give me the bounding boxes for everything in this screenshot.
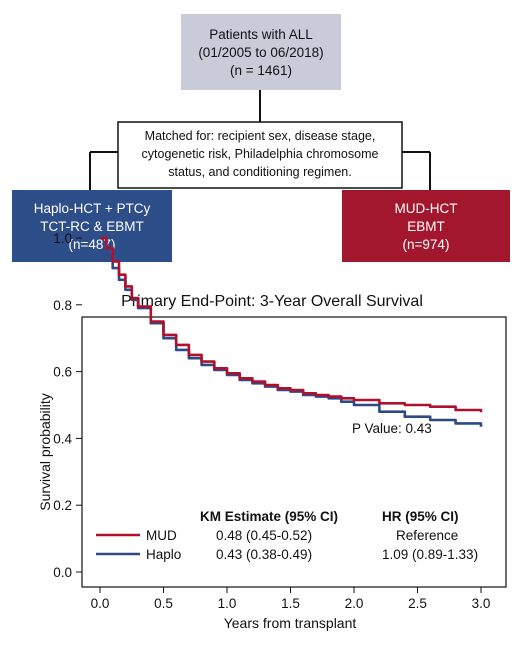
- table-header-hr: HR (95% CI): [382, 509, 459, 524]
- matching-line-2: cytogenetic risk, Philadelphia chromosom…: [142, 147, 379, 161]
- source-box: [181, 14, 341, 90]
- haplo-line-2: TCT-RC & EBMT: [40, 219, 144, 234]
- series-layer: [100, 236, 483, 427]
- table-header-km: KM Estimate (95% CI): [200, 509, 338, 524]
- table-cell-hr-haplo: 1.09 (0.89-1.33): [382, 547, 478, 562]
- table-row-label-haplo: Haplo: [146, 547, 181, 562]
- y-tick-label: 0.2: [53, 498, 72, 513]
- km-chart: Primary End-Point: 3-Year Overall Surviv…: [37, 231, 507, 631]
- table-row-label-mud: MUD: [146, 528, 177, 543]
- haplo-line-3: (n=487): [69, 237, 116, 252]
- y-axis-label: Survival probability: [37, 393, 53, 511]
- flow-diagram: Patients with ALL (01/2005 to 06/2018) (…: [12, 14, 510, 262]
- mud-line-2: EBMT: [407, 219, 445, 234]
- table-cell-km-haplo: 0.43 (0.38-0.49): [216, 547, 312, 562]
- series-line-haplo: [100, 236, 483, 427]
- y-tick-label: 0.0: [53, 565, 72, 580]
- matching-box: [117, 121, 403, 189]
- table-cell-hr-mud: Reference: [396, 528, 458, 543]
- x-tick-label: 3.0: [472, 596, 491, 611]
- x-tick-label: 2.0: [345, 596, 364, 611]
- x-axis: 0.0 0.5 1.0 1.5 2.0 2.5 3.0: [91, 587, 491, 611]
- x-tick-label: 0.5: [154, 596, 173, 611]
- y-tick-label: 0.4: [53, 431, 72, 446]
- mud-line-1: MUD-HCT: [395, 201, 458, 216]
- x-tick-label: 2.5: [408, 596, 427, 611]
- results-table: KM Estimate (95% CI) HR (95% CI) MUD 0.4…: [96, 509, 478, 562]
- x-axis-label: Years from transplant: [224, 615, 357, 631]
- y-tick-label: 1.0: [53, 231, 72, 246]
- x-tick-label: 1.5: [281, 596, 300, 611]
- plot-frame: [81, 316, 507, 588]
- p-value-annotation: P Value: 0.43: [352, 421, 432, 436]
- haplo-line-1: Haplo-HCT + PTCy: [34, 201, 151, 216]
- x-tick-label: 0.0: [91, 596, 110, 611]
- source-line-2: (01/2005 to 06/2018): [198, 45, 323, 60]
- table-cell-km-mud: 0.48 (0.45-0.52): [216, 528, 312, 543]
- series-line-mud: [100, 236, 483, 413]
- matching-line-1: Matched for: recipient sex, disease stag…: [145, 129, 376, 143]
- y-tick-label: 0.8: [53, 298, 72, 313]
- haplo-box: [12, 190, 172, 262]
- source-line-1: Patients with ALL: [209, 27, 313, 42]
- y-tick-label: 0.6: [53, 365, 72, 380]
- x-tick-label: 1.0: [218, 596, 237, 611]
- chart-title: Primary End-Point: 3-Year Overall Surviv…: [121, 293, 423, 310]
- mud-box: [342, 190, 510, 262]
- mud-line-3: (n=974): [403, 237, 450, 252]
- y-axis: 0.0 0.2 0.4 0.6 0.8 1.0: [53, 231, 82, 580]
- matching-line-3: status, and conditioning regimen.: [168, 165, 351, 179]
- source-line-3: (n = 1461): [230, 63, 292, 78]
